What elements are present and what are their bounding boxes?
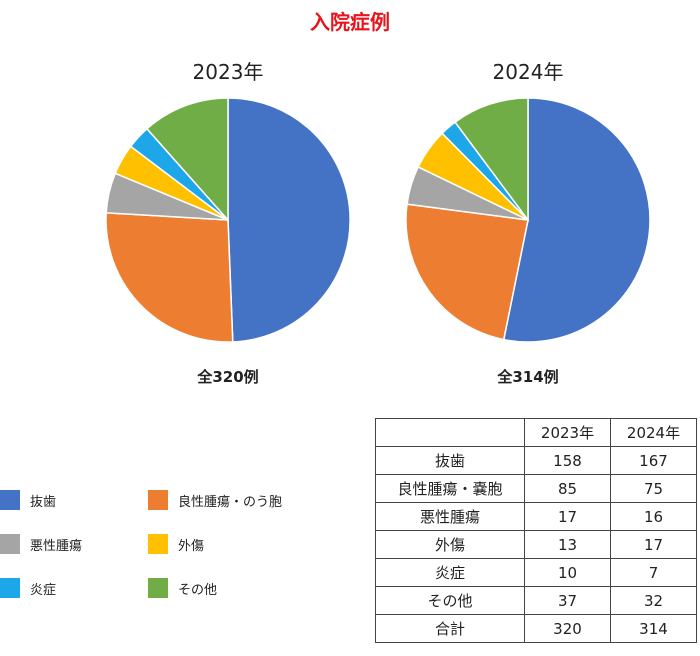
table-cell: 合計 — [375, 614, 525, 643]
table-cell: 炎症 — [375, 558, 525, 587]
table-row: 悪性腫瘍 17 16 — [375, 502, 697, 531]
table-cell: 75 — [610, 474, 697, 503]
pie-total-2023: 全320例 — [197, 368, 259, 386]
table-header-cell: 2023年 — [524, 418, 611, 447]
pie-title-2024: 2024年 — [492, 60, 564, 84]
legend-label: 良性腫瘍・のう胞 — [178, 494, 283, 510]
table-cell: 32 — [610, 586, 697, 615]
table-row: 外傷 13 17 — [375, 530, 697, 559]
table-cell: 外傷 — [375, 530, 525, 559]
table-cell: 良性腫瘍・嚢胞 — [375, 474, 525, 503]
pie-slice-benign-tumor — [105, 212, 234, 343]
legend-swatch — [0, 578, 20, 598]
table-row: 炎症 10 7 — [375, 558, 697, 587]
legend-swatch — [148, 534, 168, 554]
pie-chart-2023 — [105, 97, 351, 343]
table-cell: 314 — [610, 614, 697, 643]
legend-label: 外傷 — [178, 538, 205, 554]
table-header-cell — [375, 418, 525, 447]
pie-slice-tooth-extraction — [227, 97, 351, 343]
legend-item-malignant-tumor: 悪性腫瘍 — [0, 534, 82, 554]
data-table: 2023年 2024年 抜歯 158 167 良性腫瘍・嚢胞 85 75 悪性腫… — [375, 418, 697, 643]
table-cell: 悪性腫瘍 — [375, 502, 525, 531]
table-total-row: 合計 320 314 — [375, 614, 697, 643]
table-cell: 17 — [524, 502, 611, 531]
page-title: 入院症例 — [310, 10, 390, 34]
table-cell: 抜歯 — [375, 446, 525, 475]
pie-slice-other — [454, 97, 529, 223]
table-row: 良性腫瘍・嚢胞 85 75 — [375, 474, 697, 503]
legend-label: その他 — [178, 582, 218, 598]
table-cell: 158 — [524, 446, 611, 475]
legend-item-tooth-extraction: 抜歯 — [0, 490, 56, 510]
table-cell: その他 — [375, 586, 525, 615]
table-cell: 7 — [610, 558, 697, 587]
legend-swatch — [0, 490, 20, 510]
table-cell: 13 — [524, 530, 611, 559]
pie-slice-tooth-extraction — [502, 97, 651, 343]
legend-label: 炎症 — [30, 582, 57, 598]
legend-item-benign-tumor: 良性腫瘍・のう胞 — [148, 490, 282, 510]
legend-swatch — [148, 490, 168, 510]
pie-slice-other — [145, 97, 229, 222]
table-cell: 167 — [610, 446, 697, 475]
pie-slice-benign-tumor — [405, 203, 529, 341]
pie-title-2023: 2023年 — [192, 60, 264, 84]
table-cell: 85 — [524, 474, 611, 503]
legend-swatch — [0, 534, 20, 554]
legend-swatch — [148, 578, 168, 598]
pie-total-2024: 全314例 — [497, 368, 559, 386]
table-cell: 37 — [524, 586, 611, 615]
legend-label: 悪性腫瘍 — [30, 538, 83, 554]
legend-item-trauma: 外傷 — [148, 534, 204, 554]
table-cell: 16 — [610, 502, 697, 531]
legend-label: 抜歯 — [30, 494, 57, 510]
table-cell: 10 — [524, 558, 611, 587]
legend-item-other: その他 — [148, 578, 217, 598]
table-row: 抜歯 158 167 — [375, 446, 697, 475]
table-header-row: 2023年 2024年 — [375, 418, 697, 447]
table-header-cell: 2024年 — [610, 418, 697, 447]
table-cell: 17 — [610, 530, 697, 559]
legend-item-inflammation: 炎症 — [0, 578, 56, 598]
table-cell: 320 — [524, 614, 611, 643]
legend: 抜歯 良性腫瘍・のう胞 悪性腫瘍 外傷 炎症 その他 — [0, 484, 360, 614]
pie-chart-2024 — [405, 97, 651, 343]
table-row: その他 37 32 — [375, 586, 697, 615]
